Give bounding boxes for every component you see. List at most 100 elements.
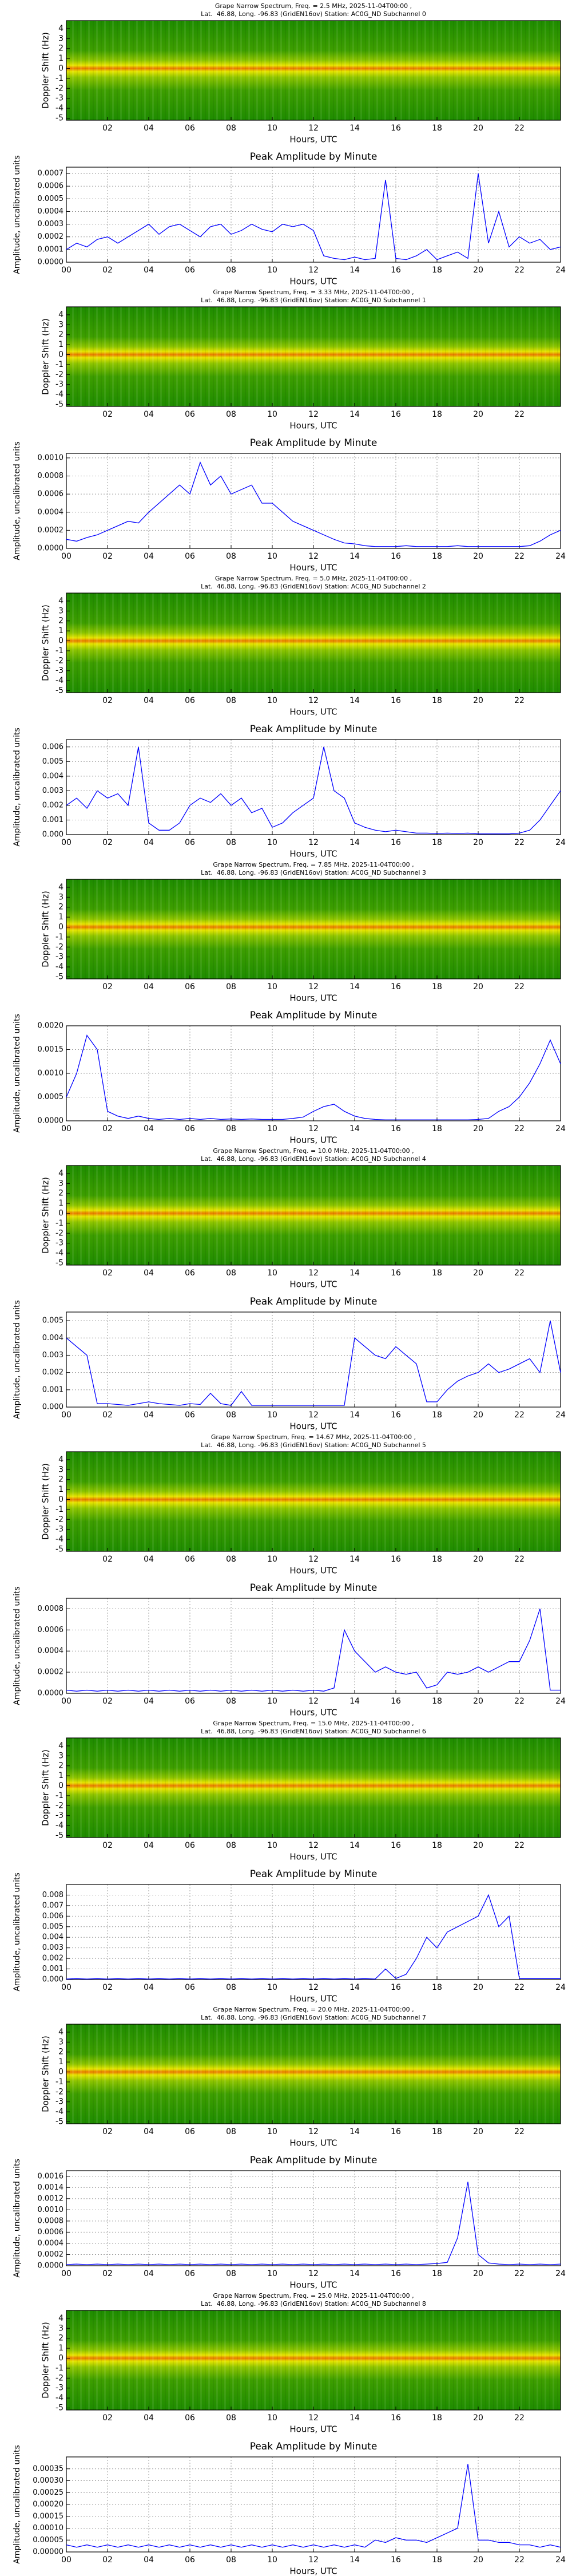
x-tick-label: 18	[432, 552, 442, 561]
x-tick-label: 10	[267, 266, 277, 275]
y-tick-label: 0.00000	[33, 2548, 63, 2557]
x-tick-label: 18	[432, 982, 442, 991]
y-tick-label: -3	[55, 666, 63, 675]
y-tick-label: -5	[55, 1545, 63, 1554]
y-tick-label: 0.001	[42, 816, 63, 824]
y-tick-label: -1	[55, 2077, 63, 2087]
x-tick-label: 12	[308, 2413, 319, 2423]
y-tick-label: 2	[58, 2048, 63, 2057]
y-tick-label: 0.0001	[38, 245, 64, 254]
chart-title: Peak Amplitude by Minute	[250, 2155, 378, 2166]
y-axis-label: Amplitude, uncalibrated units	[13, 1300, 22, 1419]
x-axis-label: Hours, UTC	[289, 135, 337, 145]
x-tick-label: 10	[267, 124, 277, 133]
x-tick-label: 00	[61, 552, 72, 561]
y-axis-label: Doppler Shift (Hz)	[41, 605, 51, 681]
x-tick-label: 06	[185, 1124, 195, 1133]
x-tick-label: 12	[308, 838, 319, 847]
plot-frame	[66, 2024, 561, 2124]
x-tick-label: 00	[61, 2269, 72, 2278]
y-tick-label: -2	[55, 2087, 63, 2096]
x-tick-label: 18	[432, 1124, 442, 1133]
y-tick-label: 0	[58, 1781, 63, 1791]
x-tick-label: 04	[144, 410, 154, 419]
y-tick-label: 0.0004	[38, 207, 64, 216]
x-tick-label: 16	[391, 1983, 401, 1992]
x-tick-label: 22	[514, 982, 525, 991]
x-tick-label: 14	[349, 2269, 360, 2278]
data-line	[66, 461, 561, 547]
x-tick-label: 06	[185, 838, 195, 847]
x-tick-label: 18	[432, 1269, 442, 1278]
x-tick-label: 16	[391, 1697, 401, 1706]
x-tick-label: 18	[432, 1697, 442, 1706]
x-tick-label: 18	[432, 1411, 442, 1420]
y-tick-label: -4	[55, 1249, 63, 1258]
x-axis-label: Hours, UTC	[289, 1279, 337, 1290]
y-tick-label: 0	[58, 923, 63, 932]
chart-title: Grape Narrow Spectrum, Freq. = 25.0 MHz,…	[213, 2292, 414, 2300]
x-tick-label: 08	[226, 124, 236, 133]
y-tick-label: 0.0002	[38, 526, 64, 535]
y-tick-label: -2	[55, 370, 63, 379]
y-tick-label: 0.002	[42, 1368, 63, 1377]
x-tick-label: 16	[391, 696, 401, 705]
x-axis-label: Hours, UTC	[289, 2566, 337, 2576]
y-axis-label: Amplitude, uncalibrated units	[13, 1014, 22, 1133]
y-tick-label: 0.0010	[38, 1069, 64, 1078]
y-tick-label: 0.00035	[33, 2464, 63, 2473]
x-tick-label: 10	[267, 2555, 277, 2565]
y-tick-label: 0.0002	[38, 2250, 64, 2259]
x-tick-label: 20	[473, 124, 483, 133]
x-tick-label: 08	[226, 2269, 236, 2278]
y-tick-label: -3	[55, 1811, 63, 1820]
x-tick-label: 16	[391, 982, 401, 991]
x-tick-label: 24	[555, 1411, 566, 1420]
x-tick-label: 24	[555, 2269, 566, 2278]
x-tick-label: 08	[226, 1269, 236, 1278]
x-tick-label: 06	[185, 410, 195, 419]
x-tick-label: 12	[308, 2269, 319, 2278]
x-tick-label: 00	[61, 266, 72, 275]
x-tick-label: 12	[308, 410, 319, 419]
y-tick-label: -1	[55, 1791, 63, 1800]
x-tick-label: 02	[102, 2127, 113, 2136]
x-tick-label: 24	[555, 552, 566, 561]
chart-title: Peak Amplitude by Minute	[250, 151, 378, 163]
spectrogram-texture	[66, 879, 561, 979]
x-tick-label: 04	[144, 982, 154, 991]
data-line	[66, 1320, 561, 1406]
x-tick-label: 20	[473, 1411, 483, 1420]
x-tick-label: 24	[555, 1983, 566, 1992]
x-tick-label: 04	[144, 1983, 154, 1992]
y-tick-label: 0.003	[42, 1943, 63, 1952]
x-tick-label: 08	[226, 2413, 236, 2423]
y-tick-label: 0.00020	[33, 2500, 63, 2509]
y-tick-label: -1	[55, 2364, 63, 2373]
y-tick-label: 3	[58, 320, 63, 329]
y-tick-label: 0.0003	[38, 220, 64, 228]
y-tick-label: 0.004	[42, 1334, 63, 1342]
x-axis-label: Hours, UTC	[289, 2280, 337, 2290]
x-tick-label: 22	[514, 1983, 525, 1992]
x-tick-label: 06	[185, 266, 195, 275]
x-tick-label: 16	[391, 2269, 401, 2278]
plot-frame	[66, 1165, 561, 1266]
y-tick-label: -1	[55, 74, 63, 83]
x-tick-label: 10	[267, 1124, 277, 1133]
x-tick-label: 06	[185, 1697, 195, 1706]
y-axis-label: Amplitude, uncalibrated units	[13, 155, 22, 274]
x-tick-label: 24	[555, 1697, 566, 1706]
x-tick-label: 20	[473, 1269, 483, 1278]
y-tick-label: 0.004	[42, 1933, 63, 1942]
x-tick-label: 02	[102, 124, 113, 133]
x-tick-label: 10	[267, 1983, 277, 1992]
x-tick-label: 16	[391, 2413, 401, 2423]
y-tick-label: 0.0004	[38, 1647, 64, 1656]
y-tick-label: 2	[58, 617, 63, 626]
x-tick-label: 18	[432, 2269, 442, 2278]
x-tick-label: 00	[61, 838, 72, 847]
y-tick-label: 0.0006	[38, 490, 64, 499]
x-axis-label: Hours, UTC	[289, 2424, 337, 2435]
chart-title: Grape Narrow Spectrum, Freq. = 7.85 MHz,…	[213, 861, 414, 868]
